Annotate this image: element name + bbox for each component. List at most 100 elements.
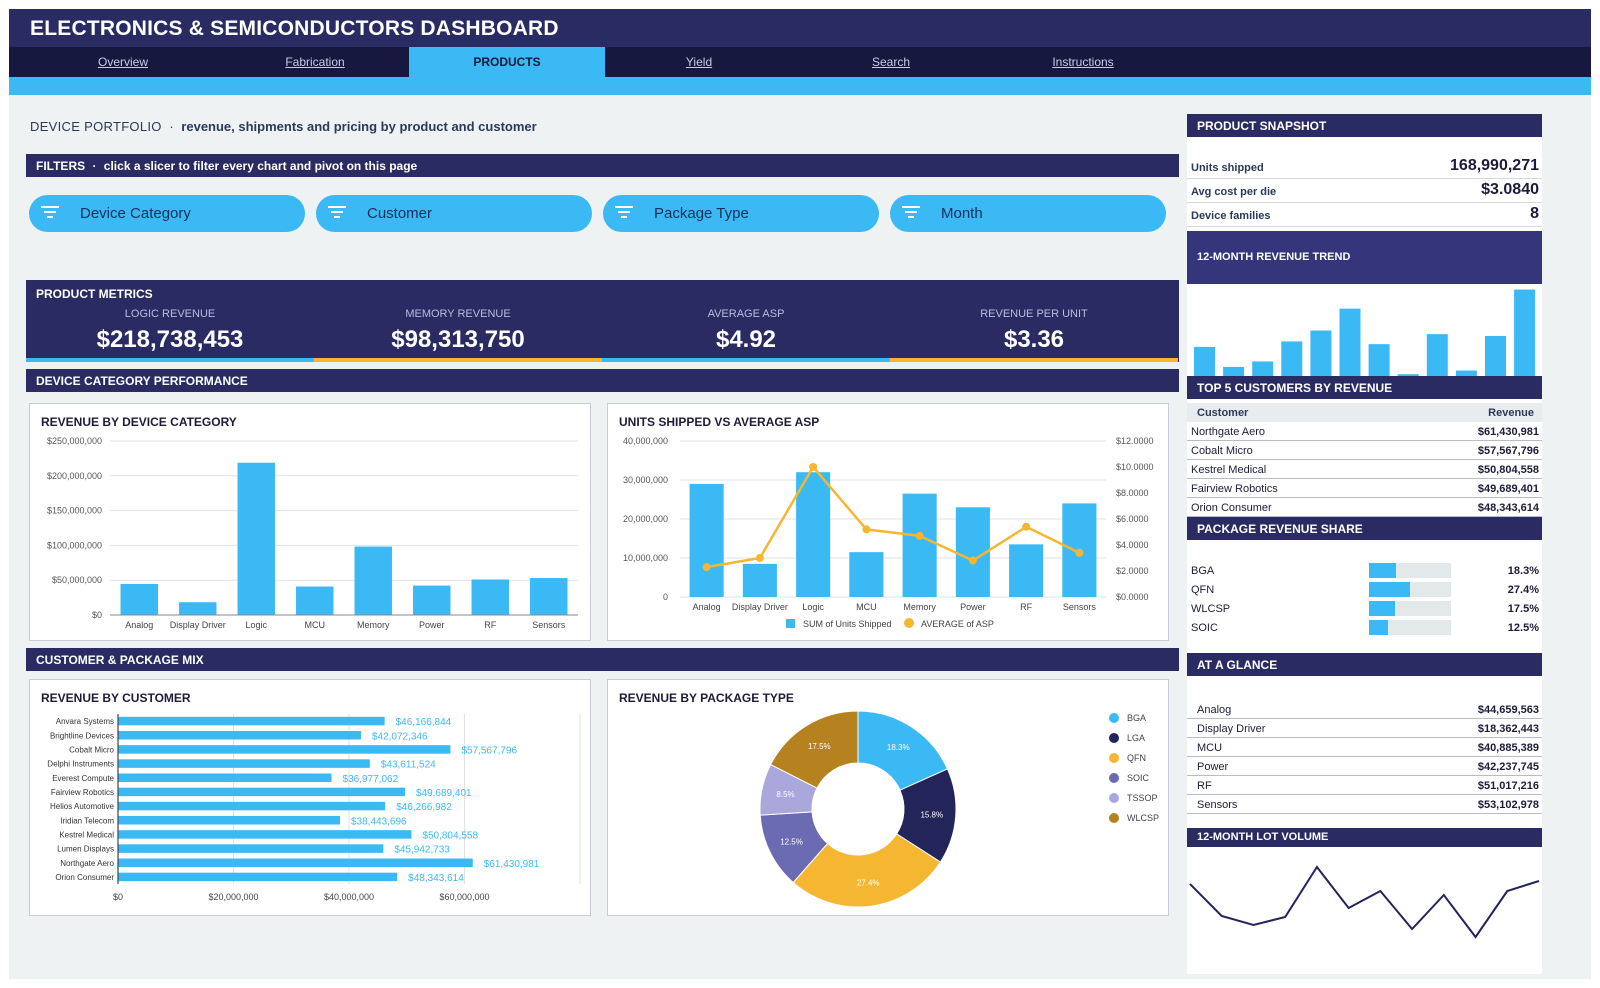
- x-tick-label: Memory: [357, 620, 390, 630]
- bar-mcu: [296, 586, 334, 615]
- customer-bar: [118, 773, 332, 782]
- bar-memory: [354, 546, 392, 615]
- trend-bar: [1485, 335, 1506, 376]
- customer-name: Kestrel Medical: [1191, 464, 1267, 476]
- snapshot-row: Units shipped 168,990,271: [1187, 155, 1542, 179]
- dashboard-window: ELECTRONICS & SEMICONDUCTORS DASHBOARD O…: [9, 9, 1591, 979]
- units-bar: [742, 563, 777, 597]
- bar-power: [413, 585, 451, 615]
- x-tick-label: RF: [484, 620, 496, 630]
- trend-title: 12-MONTH REVENUE TREND: [1187, 231, 1542, 284]
- top-customer-row: Fairview Robotics $49,689,401: [1187, 479, 1542, 498]
- x-tick-label: Display Driver: [732, 602, 788, 612]
- legend-label: LGA: [1127, 733, 1145, 743]
- slice-wlcsp: [770, 710, 859, 789]
- bar-sensors: [530, 578, 568, 615]
- top-customers-header: Customer Revenue: [1187, 403, 1542, 422]
- snapshot-key: Device families: [1191, 210, 1271, 222]
- slicer-month[interactable]: Month: [890, 195, 1166, 232]
- x-tick-label: $20,000,000: [208, 892, 258, 902]
- slice-value-label: 12.5%: [780, 838, 803, 847]
- filter-icon: [328, 206, 346, 220]
- filter-icon: [41, 206, 59, 220]
- customer-value-label: $46,266,982: [396, 802, 452, 813]
- customer-bar: [118, 816, 341, 825]
- slicer-customer[interactable]: Customer: [316, 195, 592, 232]
- package-name: WLCSP: [1191, 603, 1231, 615]
- x-tick-label: Power: [960, 602, 986, 612]
- at-a-glance-title: AT A GLANCE: [1187, 653, 1542, 676]
- slicer-label: Month: [941, 205, 983, 222]
- x-tick-label: Display Driver: [170, 620, 226, 630]
- package-name: SOIC: [1191, 622, 1218, 634]
- nav-accent-band: [9, 77, 1591, 95]
- glance-value: $42,237,745: [1477, 761, 1539, 773]
- asp-point: [1075, 548, 1084, 557]
- customer-value-label: $49,689,401: [416, 788, 472, 799]
- metric-label: MEMORY REVENUE: [405, 308, 511, 320]
- tab-instructions[interactable]: Instructions: [1052, 55, 1114, 69]
- units-bar: [689, 483, 724, 597]
- asp-point: [915, 531, 924, 540]
- glance-row: RF $51,017,216: [1187, 776, 1542, 795]
- chart-revenue-by-package: REVENUE BY PACKAGE TYPE 18.3% 15.8% 27.4% 1…: [607, 679, 1169, 916]
- trend-bar: [1223, 366, 1245, 376]
- column-header: Customer: [1197, 407, 1249, 419]
- legend-label-units: SUM of Units Shipped: [803, 619, 892, 629]
- slicer-device-category[interactable]: Device Category: [29, 195, 305, 232]
- share-bar-track: [1369, 601, 1451, 616]
- app-title: ELECTRONICS & SEMICONDUCTORS DASHBOARD: [9, 9, 1591, 47]
- package-share-value: 18.3%: [1507, 565, 1539, 577]
- share-bar-track: [1369, 620, 1451, 635]
- customer-bar: [118, 787, 405, 797]
- customer-bar: [118, 745, 451, 754]
- y-tick-label: $250,000,000: [47, 436, 102, 446]
- customer-label: Lumen Displays: [57, 845, 114, 854]
- customer-value-label: $61,430,981: [484, 859, 540, 870]
- page-description: revenue, shipments and pricing by produc…: [181, 119, 537, 134]
- filters-header: FILTERS · click a slicer to filter every…: [26, 154, 1179, 177]
- tab-fabrication[interactable]: Fabrication: [285, 55, 345, 69]
- metric-label: REVENUE PER UNIT: [980, 308, 1088, 320]
- tab-overview[interactable]: Overview: [97, 55, 148, 69]
- glance-row: Power $42,237,745: [1187, 757, 1542, 776]
- top-customer-row: Orion Consumer $48,343,614: [1187, 498, 1542, 517]
- trend-bar: [1426, 334, 1448, 376]
- y-left-tick-label: 0: [663, 592, 668, 602]
- customer-revenue: $61,430,981: [1477, 426, 1539, 438]
- tab-yield[interactable]: Yield: [685, 55, 713, 69]
- x-tick-label: Logic: [802, 602, 824, 612]
- package-name: BGA: [1191, 565, 1215, 577]
- glance-category: Sensors: [1197, 799, 1238, 811]
- customer-label: Brightline Devices: [50, 731, 114, 740]
- revenue-trend-svg: [1194, 289, 1536, 376]
- x-tick-label: $60,000,000: [439, 892, 489, 902]
- x-tick-label: Sensors: [532, 620, 566, 630]
- slicer-package-type[interactable]: Package Type: [603, 195, 879, 232]
- asp-point: [862, 525, 871, 534]
- chart-title: REVENUE BY PACKAGE TYPE: [619, 691, 794, 705]
- glance-value: $18,362,443: [1477, 723, 1539, 735]
- customer-value-label: $46,166,844: [396, 717, 452, 728]
- customer-bar: [118, 858, 473, 867]
- customer-revenue: $49,689,401: [1477, 483, 1539, 495]
- glance-row: Sensors $53,102,978: [1187, 795, 1542, 814]
- package-share-value: 12.5%: [1507, 622, 1539, 634]
- customer-bar: [118, 716, 385, 726]
- filters-title: FILTERS: [36, 159, 86, 173]
- x-tick-label: Memory: [903, 602, 936, 612]
- tab-search[interactable]: Search: [871, 55, 911, 69]
- y-right-tick-label: $4.0000: [1116, 540, 1149, 550]
- y-left-tick-label: 20,000,000: [623, 514, 668, 524]
- section-customer-package-mix: CUSTOMER & PACKAGE MIX: [26, 648, 1179, 671]
- y-right-tick-label: $12.0000: [1116, 436, 1154, 446]
- side-panel: PRODUCT SNAPSHOT Units shipped 168,990,2…: [1187, 114, 1542, 974]
- trend-bar: [1310, 330, 1332, 376]
- customer-value-label: $38,443,696: [351, 816, 407, 827]
- package-share-row: BGA 18.3%: [1187, 561, 1542, 580]
- legend-swatch-asp: [904, 618, 914, 628]
- package-name: QFN: [1191, 584, 1215, 596]
- chart-revenue-by-category: REVENUE BY DEVICE CATEGORY $0 $50,000,000…: [29, 403, 591, 641]
- tab-products[interactable]: PRODUCTS: [409, 47, 605, 77]
- glance-category: Analog: [1197, 704, 1232, 716]
